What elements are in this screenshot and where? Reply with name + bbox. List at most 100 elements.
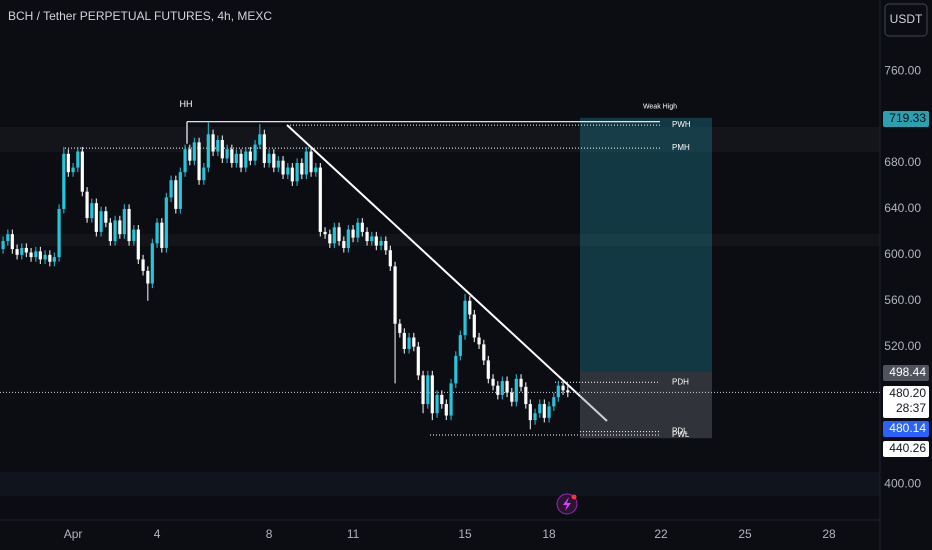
candle-body xyxy=(477,337,481,345)
candle-body xyxy=(346,229,350,248)
level-label: PMH xyxy=(672,143,690,152)
stop-zone xyxy=(580,371,712,439)
x-tick-label: 8 xyxy=(266,527,273,541)
currency-button[interactable] xyxy=(884,3,928,37)
candle-body xyxy=(533,413,537,421)
weak-high-label: Weak High xyxy=(643,104,677,111)
last-price-bg xyxy=(883,386,929,418)
candle-body xyxy=(440,394,444,405)
close-price-bg xyxy=(883,421,929,437)
candle-body xyxy=(225,149,229,159)
candle-body xyxy=(519,378,523,387)
hh-label: HH xyxy=(180,99,193,109)
candle-body xyxy=(486,360,490,379)
candle-body xyxy=(10,234,14,250)
candle-body xyxy=(454,355,458,384)
candle-body xyxy=(150,243,154,284)
candle-body xyxy=(538,404,542,414)
candle-body xyxy=(108,222,112,242)
candle-body xyxy=(430,375,434,414)
candle-body xyxy=(155,222,159,244)
candle-body xyxy=(169,180,173,198)
candle-body xyxy=(500,381,504,395)
candle-body xyxy=(281,160,285,175)
y-tick-label: 680.00 xyxy=(884,155,921,169)
level-label: PDH xyxy=(672,377,689,386)
candle-body xyxy=(1,241,5,250)
candle-body xyxy=(248,151,252,161)
candle-body xyxy=(85,191,89,219)
candle-body xyxy=(463,300,467,336)
x-tick-label: 11 xyxy=(347,527,360,541)
candle-body xyxy=(104,211,108,223)
candle-body xyxy=(491,378,495,386)
candle-body xyxy=(314,167,318,173)
level-label: PDL xyxy=(672,427,688,436)
candle-body xyxy=(99,211,103,232)
candle-body xyxy=(76,151,80,168)
y-tick-label: 600.00 xyxy=(884,247,921,261)
candle-body xyxy=(407,337,411,349)
candle-body xyxy=(34,251,38,258)
candle-body xyxy=(384,241,388,251)
target-zone xyxy=(580,117,712,372)
candle-body xyxy=(566,390,570,393)
candle-body xyxy=(127,208,131,242)
candle-body xyxy=(220,140,224,159)
candle-body xyxy=(304,151,308,175)
candle-body xyxy=(342,241,346,248)
candle-body xyxy=(458,335,462,356)
candle-body xyxy=(90,203,94,219)
candle-body xyxy=(160,222,164,248)
candle-body xyxy=(286,167,290,175)
y-tick-label: 520.00 xyxy=(884,339,921,353)
close-price: 480.14 xyxy=(889,421,926,435)
candle-body xyxy=(197,142,201,181)
candle-body xyxy=(365,231,369,242)
candle-body xyxy=(295,163,299,182)
candle-body xyxy=(192,142,196,161)
candle-body xyxy=(206,134,210,168)
candle-body xyxy=(94,203,98,232)
candle-body xyxy=(398,323,402,333)
candle-body xyxy=(323,231,327,235)
stop-price: 440.26 xyxy=(889,441,926,455)
candle-body xyxy=(80,151,84,192)
level-label: PWL xyxy=(672,430,690,439)
candle-body xyxy=(318,167,322,232)
countdown: 28:37 xyxy=(896,401,926,415)
zone xyxy=(0,472,880,496)
candle-body xyxy=(141,259,145,271)
candle-body xyxy=(15,249,19,255)
target-price: 719.33 xyxy=(889,111,926,125)
candle-body xyxy=(379,241,383,246)
stop-price-bg xyxy=(883,441,929,457)
candle-body xyxy=(309,151,313,173)
candle-body xyxy=(435,394,439,414)
candle-body xyxy=(272,153,276,168)
candle-body xyxy=(66,153,70,173)
candle-body xyxy=(496,385,500,395)
candle-body xyxy=(48,254,52,262)
candle-body xyxy=(146,270,150,284)
currency-label[interactable]: USDT xyxy=(890,12,923,26)
x-tick-label: Apr xyxy=(64,527,83,541)
candle-body xyxy=(113,220,117,242)
candle-body xyxy=(510,392,514,402)
x-tick-label: 15 xyxy=(458,527,472,541)
candle-body xyxy=(24,247,28,253)
candle-body xyxy=(136,229,140,260)
x-tick-label: 22 xyxy=(654,527,668,541)
candle-body xyxy=(524,386,528,405)
candle-body xyxy=(253,144,257,161)
candle-body xyxy=(132,229,136,242)
y-tick-label: 400.00 xyxy=(884,477,921,491)
candle-body xyxy=(356,222,360,238)
x-tick-label: 28 xyxy=(822,527,836,541)
x-tick-label: 18 xyxy=(542,527,556,541)
candle-body xyxy=(267,153,271,164)
candle-body xyxy=(230,149,234,164)
candle-body xyxy=(118,220,122,235)
candle-body xyxy=(468,300,472,315)
